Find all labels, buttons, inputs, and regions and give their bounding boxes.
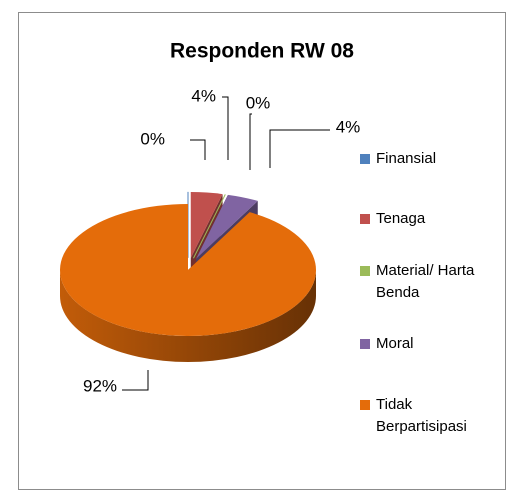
legend-swatch <box>360 339 370 349</box>
data-label: 92% <box>83 376 117 395</box>
chart-title: Responden RW 08 <box>170 40 354 63</box>
pie-slice <box>193 194 226 259</box>
leader-line <box>249 113 252 170</box>
legend-label: Finansial <box>376 150 437 167</box>
leader-line <box>269 129 330 168</box>
legend-swatch <box>360 154 370 164</box>
legend-item: Finansial <box>360 148 505 170</box>
legend-label: Tidak Berpartisipasi <box>376 396 467 435</box>
data-label: 4% <box>191 86 216 105</box>
pie-slice-top <box>60 204 317 336</box>
data-label: 0% <box>140 129 165 148</box>
pie-slice-edge <box>193 194 226 259</box>
legend-item: Moral <box>360 333 505 355</box>
legend-label: Tenaga <box>376 210 426 227</box>
pie-slice-top <box>196 194 258 259</box>
pie-slice-wall <box>60 270 316 362</box>
legend-swatch <box>360 400 370 410</box>
legend-item: Tenaga <box>360 208 505 230</box>
data-label: 4% <box>336 117 361 136</box>
legend-item: Tidak Berpartisipasi <box>360 394 505 438</box>
leader-line <box>190 139 206 160</box>
legend-swatch <box>360 266 370 276</box>
legend-swatch <box>360 214 370 224</box>
pie-slice-top <box>190 191 223 258</box>
pie-slice <box>60 204 317 362</box>
legend-label: Material/ Harta Benda <box>376 262 475 301</box>
legend-label: Moral <box>376 335 414 352</box>
leader-line <box>222 96 229 160</box>
data-label: 0% <box>246 93 271 112</box>
leader-line <box>122 370 149 391</box>
legend-item: Material/ Harta Benda <box>360 260 480 304</box>
